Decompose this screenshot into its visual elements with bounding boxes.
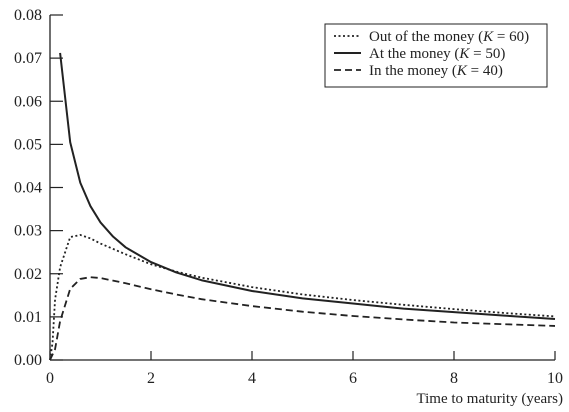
x-tick-label: 2	[147, 370, 155, 387]
series-line-at-the-money	[59, 52, 556, 321]
legend-entry-text: At the money (	[369, 46, 459, 62]
legend-entry-text: Out of the money (	[369, 29, 483, 45]
x-tick-label: 10	[547, 370, 563, 387]
legend-box	[324, 23, 548, 88]
legend-entry-label: In the money (K = 40)	[369, 63, 503, 79]
series-line-out-of-the-money	[49, 234, 556, 361]
y-tick-label: 0.04	[14, 180, 42, 197]
legend-entry-variable: K	[482, 29, 494, 45]
series-line-in-the-money	[49, 276, 556, 361]
y-tick-label: 0.07	[14, 50, 42, 67]
y-tick-label: 0.02	[14, 266, 42, 283]
y-tick-label: 0.03	[14, 223, 42, 240]
y-axis-ticks: 0.00 0.01 0.02 0.03 0.04 0.05 0.06 0.07 0.08	[14, 7, 63, 369]
legend-entry-value: = 50)	[469, 46, 505, 62]
legend-entry-label: Out of the money (K = 60)	[369, 29, 529, 45]
legend-entry-text: In the money (	[369, 63, 457, 79]
legend-entry-variable: K	[456, 63, 468, 79]
x-tick-label: 6	[349, 370, 357, 387]
legend-entry-value: = 60)	[493, 29, 529, 45]
x-tick-label: 8	[450, 370, 458, 387]
x-axis-label: Time to maturity (years)	[416, 391, 563, 407]
y-tick-label: 0.05	[14, 136, 42, 153]
x-axis-ticks: 0 2 4 6 8 10	[46, 351, 563, 387]
y-tick-label: 0.08	[14, 7, 42, 24]
legend: Out of the money (K = 60)At the money (K…	[324, 23, 548, 88]
y-tick-label: 0.01	[14, 309, 42, 326]
y-tick-label: 0.06	[14, 93, 42, 110]
x-tick-label: 0	[46, 370, 54, 387]
legend-entry-value: = 40)	[467, 63, 503, 79]
series-lines	[49, 52, 556, 361]
y-tick-label: 0.00	[14, 352, 42, 369]
legend-entry-variable: K	[458, 46, 470, 62]
x-tick-label: 4	[248, 370, 256, 387]
legend-entry-label: At the money (K = 50)	[369, 46, 505, 62]
